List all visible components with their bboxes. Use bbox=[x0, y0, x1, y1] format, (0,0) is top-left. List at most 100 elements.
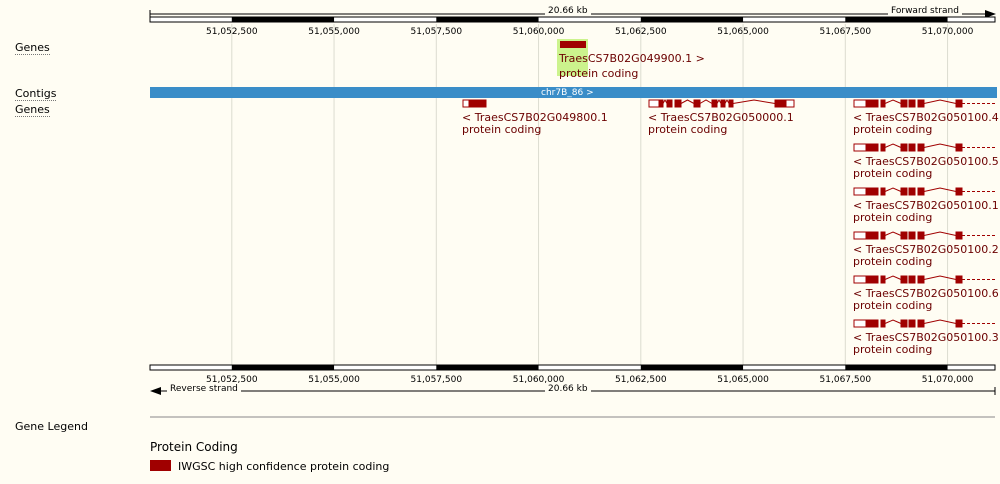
utr[interactable] bbox=[462, 99, 470, 108]
reverse-gene-biotype: protein coding bbox=[853, 343, 933, 356]
intron bbox=[724, 98, 730, 104]
top-tick-label: 51,067,500 bbox=[819, 27, 872, 37]
reverse-strand-arrow bbox=[150, 387, 161, 395]
exon[interactable] bbox=[955, 231, 963, 240]
exon[interactable] bbox=[908, 319, 916, 328]
reverse-gene-biotype: protein coding bbox=[462, 123, 542, 136]
reverse-gene-name: < TraesCS7B02G050100.3 bbox=[853, 331, 999, 344]
top-ruler-segment bbox=[231, 17, 335, 22]
utr[interactable] bbox=[853, 231, 867, 240]
utr[interactable] bbox=[648, 99, 660, 108]
exon[interactable] bbox=[693, 99, 701, 108]
top-tick-label: 51,070,000 bbox=[921, 27, 974, 37]
exon[interactable] bbox=[865, 319, 879, 328]
exon[interactable] bbox=[917, 275, 925, 284]
reverse-gene-name: < TraesCS7B02G050100.1 bbox=[853, 199, 999, 212]
exon[interactable] bbox=[917, 143, 925, 152]
reverse-gene-name: < TraesCS7B02G050100.6 bbox=[853, 287, 999, 300]
reverse-gene-label[interactable]: < TraesCS7B02G050000.1 protein coding bbox=[648, 112, 794, 135]
top-tick-label: 51,060,000 bbox=[512, 27, 565, 37]
intron bbox=[884, 99, 902, 104]
exon[interactable] bbox=[955, 143, 963, 152]
exon[interactable] bbox=[658, 99, 664, 108]
reverse-gene-label[interactable]: < TraesCS7B02G050100.1 protein coding bbox=[853, 200, 999, 223]
exon[interactable] bbox=[728, 99, 734, 108]
reverse-gene-name: < TraesCS7B02G050100.5 bbox=[853, 155, 999, 168]
exon[interactable] bbox=[468, 99, 487, 108]
exon[interactable] bbox=[917, 99, 925, 108]
intron bbox=[923, 275, 957, 280]
exon[interactable] bbox=[900, 275, 908, 284]
exon[interactable] bbox=[917, 319, 925, 328]
exon[interactable] bbox=[908, 99, 916, 108]
reverse-gene-label[interactable]: < TraesCS7B02G050100.4 protein coding bbox=[853, 112, 999, 135]
contig-bar[interactable] bbox=[150, 87, 997, 98]
exon[interactable] bbox=[900, 99, 908, 108]
exon[interactable] bbox=[880, 99, 886, 108]
exon[interactable] bbox=[880, 275, 886, 284]
exon[interactable] bbox=[880, 231, 886, 240]
exon[interactable] bbox=[900, 231, 908, 240]
contig-label[interactable]: chr7B_86 > bbox=[541, 88, 594, 98]
exon[interactable] bbox=[774, 99, 787, 108]
bottom-tick-label: 51,055,000 bbox=[308, 375, 360, 385]
exon[interactable] bbox=[880, 143, 886, 152]
exon[interactable] bbox=[880, 319, 886, 328]
track-label-contigs[interactable]: Contigs bbox=[15, 87, 57, 101]
utr[interactable] bbox=[853, 187, 867, 196]
utr[interactable] bbox=[853, 99, 867, 108]
reverse-gene-label[interactable]: < TraesCS7B02G050100.2 protein coding bbox=[853, 244, 999, 267]
utr[interactable] bbox=[853, 275, 867, 284]
forward-gene-exon[interactable] bbox=[560, 41, 586, 48]
bottom-ruler bbox=[149, 364, 996, 371]
exon[interactable] bbox=[865, 231, 879, 240]
exon[interactable] bbox=[917, 231, 925, 240]
exon[interactable] bbox=[880, 187, 886, 196]
gene-legend-title: Gene Legend bbox=[15, 420, 88, 433]
exon[interactable] bbox=[674, 99, 682, 108]
top-tick-label: 51,057,500 bbox=[410, 27, 463, 37]
reverse-gene-label[interactable]: < TraesCS7B02G050100.3 protein coding bbox=[853, 332, 999, 355]
intron bbox=[923, 99, 957, 104]
utr[interactable] bbox=[853, 143, 867, 152]
exon[interactable] bbox=[908, 231, 916, 240]
exon[interactable] bbox=[865, 143, 879, 152]
track-label-genes-forward[interactable]: Genes bbox=[15, 41, 50, 55]
exon[interactable] bbox=[900, 143, 908, 152]
exon[interactable] bbox=[720, 99, 726, 108]
reverse-gene-label[interactable]: < TraesCS7B02G050100.6 protein coding bbox=[853, 288, 999, 311]
exon[interactable] bbox=[908, 143, 916, 152]
top-tick-label: 51,065,000 bbox=[717, 27, 769, 37]
bottom-tick-label: 51,052,500 bbox=[206, 375, 258, 385]
track-label-genes-reverse[interactable]: Genes bbox=[15, 103, 50, 117]
exon[interactable] bbox=[955, 99, 963, 108]
exon[interactable] bbox=[865, 275, 879, 284]
exon[interactable] bbox=[955, 275, 963, 284]
exon[interactable] bbox=[865, 99, 879, 108]
intron bbox=[716, 98, 722, 104]
exon[interactable] bbox=[908, 275, 916, 284]
exon[interactable] bbox=[900, 319, 908, 328]
bottom-ruler-segment bbox=[640, 365, 744, 370]
reverse-gene-label[interactable]: < TraesCS7B02G050100.5 protein coding bbox=[853, 156, 999, 179]
reverse-gene-biotype: protein coding bbox=[853, 255, 933, 268]
top-tick-label: 51,062,500 bbox=[615, 27, 667, 37]
reverse-gene-label[interactable]: < TraesCS7B02G049800.1 protein coding bbox=[462, 112, 608, 135]
forward-gene-label[interactable]: TraesCS7B02G049900.1 > protein coding bbox=[559, 53, 705, 79]
exon[interactable] bbox=[955, 187, 963, 196]
utr[interactable] bbox=[853, 319, 867, 328]
legend-swatch bbox=[150, 460, 171, 471]
reverse-gene-name: < TraesCS7B02G050100.4 bbox=[853, 111, 999, 124]
exon[interactable] bbox=[711, 99, 718, 108]
exon[interactable] bbox=[917, 187, 925, 196]
exon[interactable] bbox=[955, 319, 963, 328]
exon[interactable] bbox=[865, 187, 879, 196]
exon[interactable] bbox=[908, 187, 916, 196]
intron bbox=[884, 231, 902, 236]
exon[interactable] bbox=[900, 187, 908, 196]
exon[interactable] bbox=[666, 99, 673, 108]
scale-length-bottom: 20.66 kb bbox=[545, 384, 591, 394]
utr[interactable] bbox=[785, 99, 795, 108]
forward-strand-arrow bbox=[985, 10, 996, 18]
